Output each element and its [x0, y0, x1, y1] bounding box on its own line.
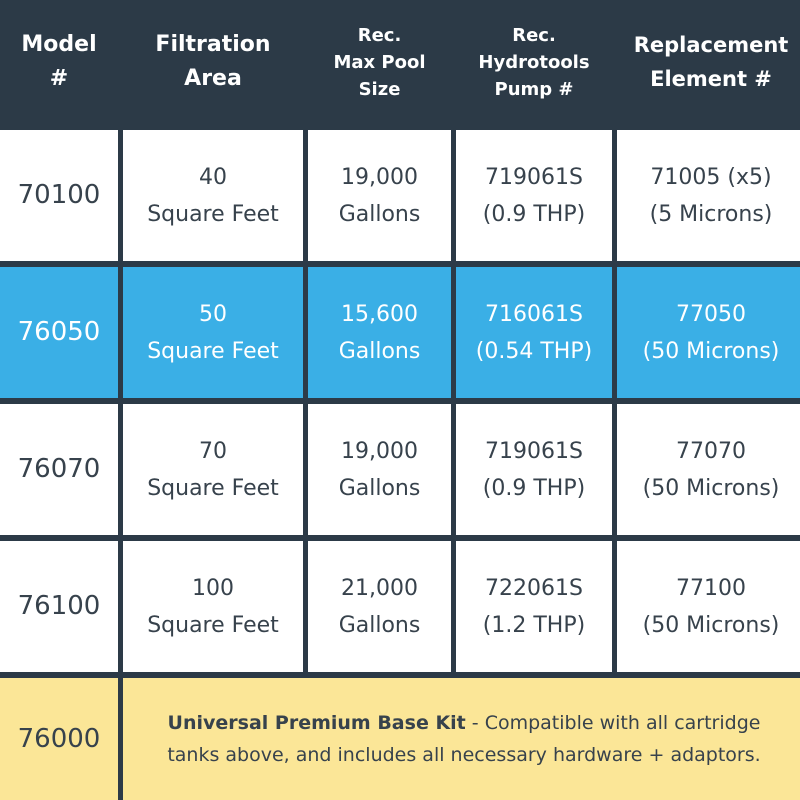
table-cell-pool: 21,000 Gallons	[308, 541, 451, 672]
kit-description: Universal Premium Base Kit - Compatible …	[123, 678, 800, 800]
table-cell-area: 40 Square Feet	[123, 130, 303, 261]
table-cell-area: 70 Square Feet	[123, 404, 303, 535]
header-max-pool-size: Rec. Max Pool Size	[308, 0, 451, 124]
header-replacement-element: Replacement Element #	[617, 0, 800, 124]
table-cell-pump: 719061S (0.9 THP)	[456, 404, 612, 535]
table-row-model: 76100	[0, 541, 118, 672]
kit-name: Universal Premium Base Kit	[167, 712, 466, 734]
table-cell-area: 50 Square Feet	[123, 267, 303, 398]
table-row-model-highlighted: 76050	[0, 267, 118, 398]
kit-description-text: - Compatible with all cartridge tanks ab…	[167, 712, 761, 766]
header-filtration-area: Filtration Area	[123, 0, 303, 124]
table-cell-area: 100 Square Feet	[123, 541, 303, 672]
table-cell-pool: 19,000 Gallons	[308, 404, 451, 535]
table-cell-pump: 722061S (1.2 THP)	[456, 541, 612, 672]
table-cell-element: 77070 (50 Microns)	[617, 404, 800, 535]
table-cell-pool: 19,000 Gallons	[308, 130, 451, 261]
table-cell-element: 77050 (50 Microns)	[617, 267, 800, 398]
table-cell-pool: 15,600 Gallons	[308, 267, 451, 398]
table-cell-pump: 716061S (0.54 THP)	[456, 267, 612, 398]
table-cell-element: 71005 (x5) (5 Microns)	[617, 130, 800, 261]
header-model: Model #	[0, 0, 118, 124]
table-cell-pump: 719061S (0.9 THP)	[456, 130, 612, 261]
kit-model: 76000	[0, 678, 118, 800]
table-cell-element: 77100 (50 Microns)	[617, 541, 800, 672]
table-row-model: 76070	[0, 404, 118, 535]
table-row-model: 70100	[0, 130, 118, 261]
header-pump: Rec. Hydrotools Pump #	[456, 0, 612, 124]
